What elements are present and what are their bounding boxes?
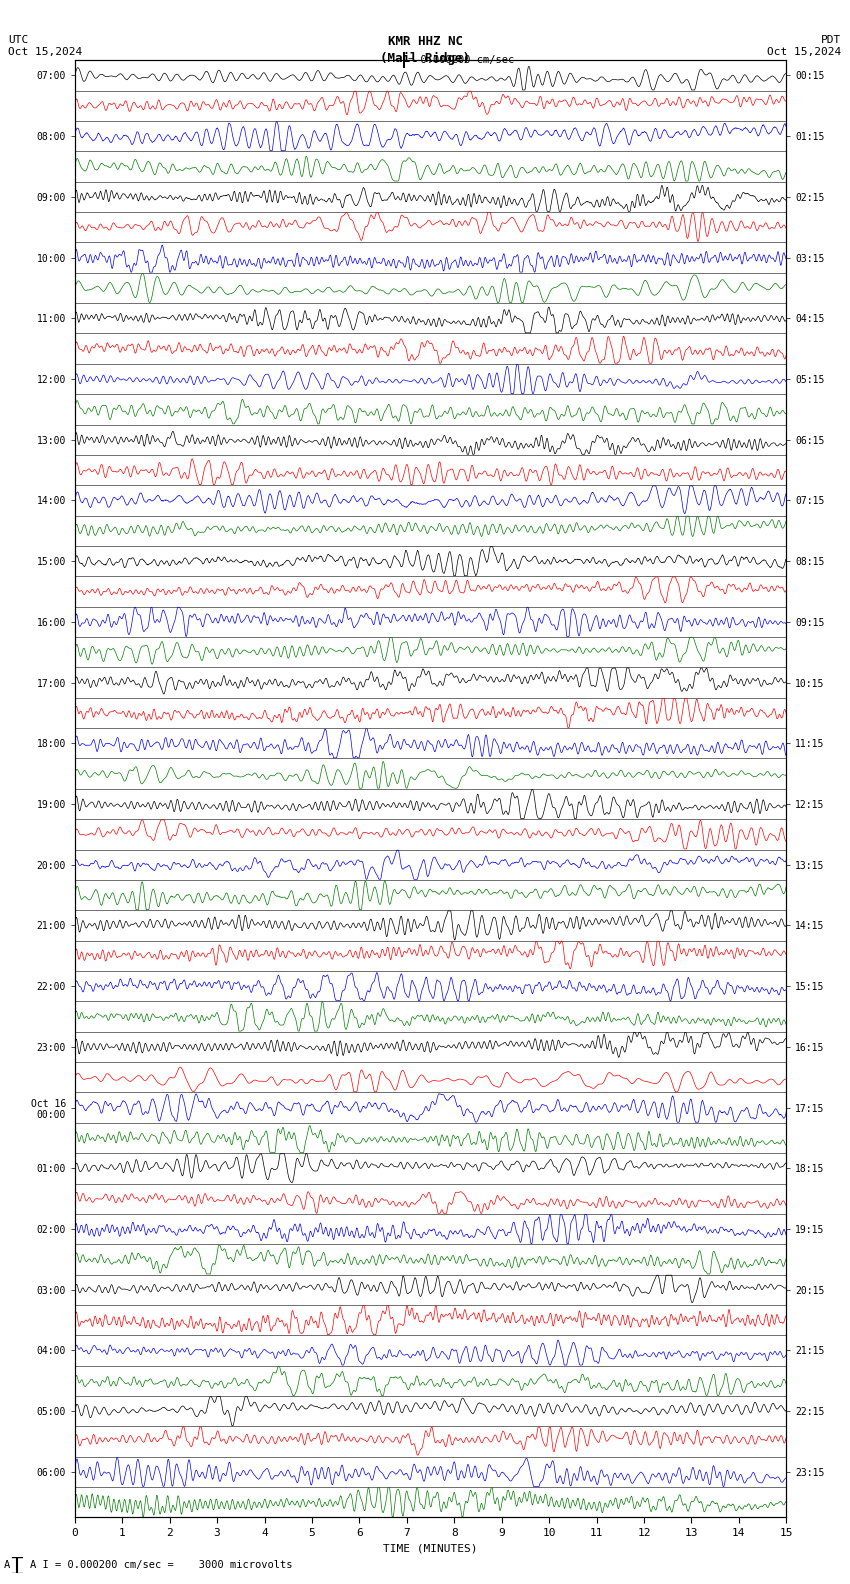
Text: UTC
Oct 15,2024: UTC Oct 15,2024 (8, 35, 82, 57)
X-axis label: TIME (MINUTES): TIME (MINUTES) (383, 1543, 478, 1554)
Text: PDT
Oct 15,2024: PDT Oct 15,2024 (768, 35, 842, 57)
Text: KMR HHZ NC
(Mail Ridge): KMR HHZ NC (Mail Ridge) (380, 35, 470, 65)
Text: = 0.000200 cm/sec: = 0.000200 cm/sec (408, 55, 514, 65)
Text: A I = 0.000200 cm/sec =    3000 microvolts: A I = 0.000200 cm/sec = 3000 microvolts (30, 1560, 292, 1570)
Text: A: A (4, 1560, 10, 1570)
